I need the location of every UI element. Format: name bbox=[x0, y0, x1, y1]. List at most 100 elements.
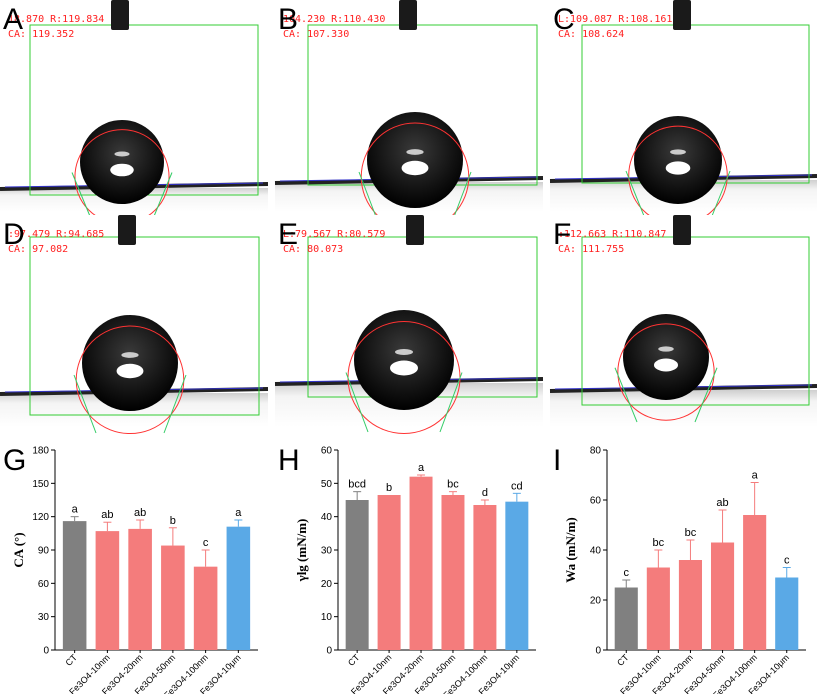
significance-label: a bbox=[235, 507, 242, 519]
significance-label: c bbox=[784, 555, 790, 567]
bar bbox=[161, 545, 185, 650]
y-tick-label: 0 bbox=[43, 646, 49, 657]
y-tick-label: 60 bbox=[38, 579, 50, 590]
angle-readout-ca: CA: 111.755 bbox=[558, 244, 624, 255]
significance-label: c bbox=[624, 567, 630, 579]
panel-letter: A bbox=[3, 3, 23, 36]
y-tick-label: 30 bbox=[321, 546, 333, 557]
y-tick-label: 150 bbox=[32, 479, 49, 490]
needle bbox=[111, 0, 129, 30]
bar bbox=[743, 515, 767, 650]
x-tick-label: CT bbox=[346, 652, 362, 668]
significance-label: bcd bbox=[348, 479, 366, 491]
bar bbox=[441, 495, 465, 650]
significance-label: ab bbox=[101, 509, 113, 521]
angle-readout-lr: 104.230 R:110.430 bbox=[283, 14, 385, 25]
droplet-reflection bbox=[406, 149, 424, 155]
panel-letter: C bbox=[553, 3, 575, 36]
angle-readout-ca: CA: 97.082 bbox=[8, 244, 68, 255]
angle-readout-lr: :97.479 R:94.685 bbox=[8, 229, 104, 240]
significance-label: bc bbox=[685, 527, 697, 539]
roi-frame bbox=[581, 236, 810, 406]
droplet-highlight bbox=[401, 160, 429, 176]
significance-label: ab bbox=[716, 497, 728, 509]
y-axis-label: γlg (mN/m) bbox=[294, 519, 309, 583]
roi-frame bbox=[29, 236, 260, 416]
bar bbox=[646, 567, 670, 650]
bar bbox=[128, 528, 152, 650]
panel-letter: G bbox=[3, 444, 26, 477]
angle-readout-lr: L:79.567 R:80.579 bbox=[283, 229, 385, 240]
bar bbox=[614, 587, 638, 650]
angle-readout-lr: :112.663 R:110.847 bbox=[558, 229, 666, 240]
panel-letter: I bbox=[553, 444, 561, 477]
y-tick-label: 90 bbox=[38, 546, 50, 557]
angle-readout-lr: 18.870 R:119.834 bbox=[8, 14, 104, 25]
y-axis-label: Wa (mN/m) bbox=[563, 517, 578, 582]
droplet-reflection bbox=[121, 352, 139, 358]
angle-readout-lr: L:109.087 R:108.161 bbox=[558, 14, 672, 25]
y-tick-label: 40 bbox=[321, 512, 333, 523]
y-tick-label: 60 bbox=[590, 496, 602, 507]
y-tick-label: 0 bbox=[326, 646, 332, 657]
bar bbox=[345, 500, 369, 650]
droplet-highlight bbox=[653, 358, 679, 372]
needle bbox=[673, 215, 691, 245]
y-tick-label: 20 bbox=[321, 579, 333, 590]
tangent-right bbox=[439, 372, 463, 433]
x-tick-label: CT bbox=[64, 652, 80, 668]
y-tick-label: 180 bbox=[32, 446, 49, 457]
needle bbox=[673, 0, 691, 30]
y-tick-label: 10 bbox=[321, 612, 333, 623]
droplet-reflection bbox=[395, 349, 413, 355]
panel-letter: E bbox=[278, 218, 298, 251]
panel-letter: F bbox=[553, 218, 571, 251]
tangent-right bbox=[694, 367, 718, 423]
significance-label: a bbox=[752, 470, 759, 482]
droplet bbox=[367, 112, 463, 208]
droplet-highlight bbox=[390, 360, 418, 376]
angle-readout-ca: CA: 107.330 bbox=[283, 29, 349, 40]
needle bbox=[399, 0, 417, 30]
y-tick-label: 20 bbox=[590, 596, 602, 607]
significance-label: a bbox=[418, 462, 425, 474]
y-tick-label: 120 bbox=[32, 512, 49, 523]
needle bbox=[406, 215, 424, 245]
y-tick-label: 50 bbox=[321, 479, 333, 490]
significance-label: cd bbox=[511, 480, 523, 492]
tangent-left bbox=[345, 372, 369, 433]
needle bbox=[118, 215, 136, 245]
angle-readout-ca: CA: 80.073 bbox=[283, 244, 343, 255]
droplet-highlight bbox=[116, 363, 144, 379]
significance-label: a bbox=[72, 504, 79, 516]
droplet-reflection bbox=[658, 346, 674, 352]
significance-label: c bbox=[203, 537, 209, 549]
bar bbox=[377, 495, 401, 650]
bar bbox=[62, 521, 87, 650]
y-tick-label: 0 bbox=[595, 646, 601, 657]
y-axis-label: CA (°) bbox=[11, 532, 26, 567]
droplet bbox=[80, 120, 164, 204]
y-tick-label: 30 bbox=[38, 612, 50, 623]
droplet bbox=[623, 314, 709, 400]
significance-label: b bbox=[386, 482, 392, 494]
significance-label: bc bbox=[447, 479, 459, 491]
angle-readout-ca: CA: 119.352 bbox=[8, 29, 74, 40]
tangent-left bbox=[614, 367, 638, 423]
angle-readout-ca: CA: 108.624 bbox=[558, 29, 624, 40]
droplet bbox=[634, 116, 722, 204]
significance-label: b bbox=[170, 515, 176, 527]
tangent-left bbox=[73, 374, 97, 434]
bar bbox=[473, 505, 497, 650]
droplet-highlight bbox=[665, 161, 691, 175]
bar bbox=[409, 476, 433, 650]
y-tick-label: 40 bbox=[590, 546, 602, 557]
